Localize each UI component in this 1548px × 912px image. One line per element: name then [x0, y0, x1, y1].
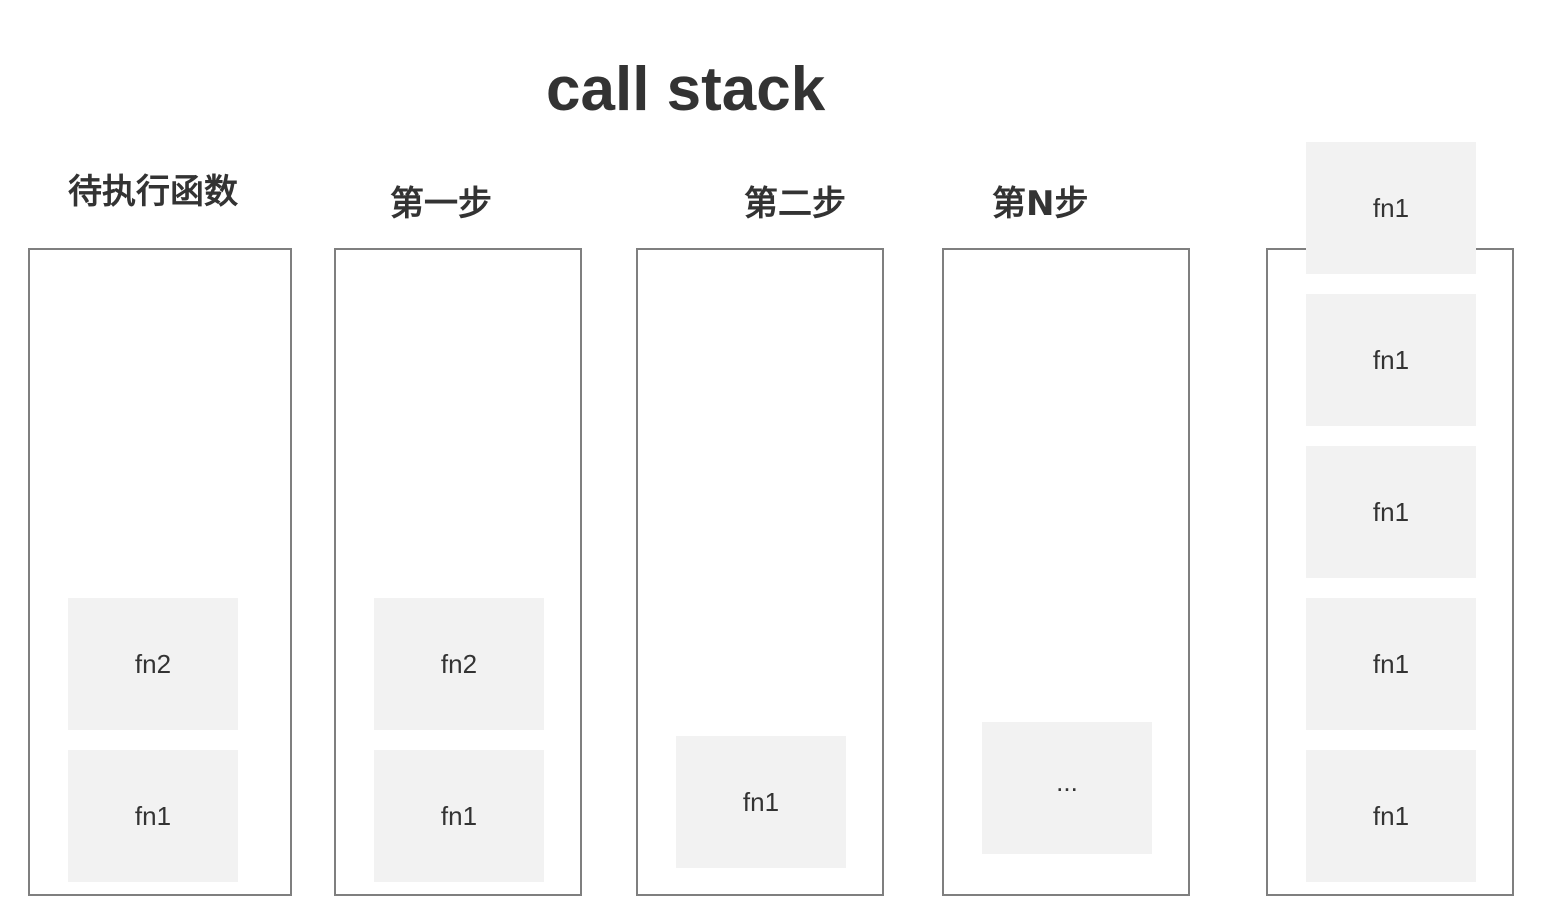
stack-frame: fn1: [676, 736, 846, 868]
diagram-title: call stack: [546, 55, 826, 124]
stack-frame: fn2: [68, 598, 238, 730]
stack-frame: fn1: [1306, 750, 1476, 882]
stack-frame: fn1: [374, 750, 544, 882]
stack-label-step-n: 第N步: [992, 184, 1089, 224]
stack-label-step-1: 第一步: [390, 184, 492, 224]
stack-frame: fn1: [68, 750, 238, 882]
stack-label-step-2: 第二步: [744, 184, 846, 224]
stack-frame: ...: [982, 722, 1152, 854]
stack-label-pending: 待执行函数: [68, 172, 238, 212]
stack-frame: fn2: [374, 598, 544, 730]
stack-frame: fn1: [1306, 294, 1476, 426]
stack-frame: fn1: [1306, 446, 1476, 578]
stack-frame: fn1: [1306, 142, 1476, 274]
stack-frame: fn1: [1306, 598, 1476, 730]
